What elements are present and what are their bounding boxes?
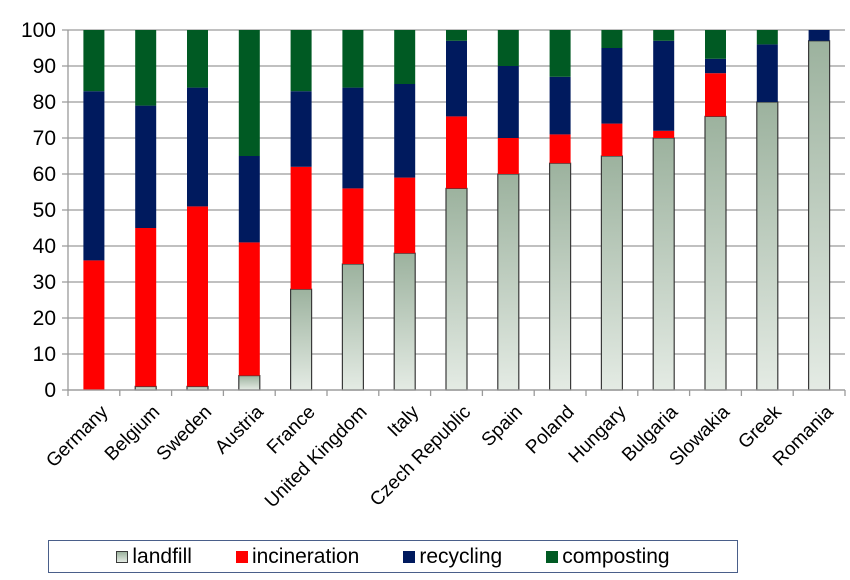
bar-segment-recycling: [83, 91, 105, 261]
bar-segment-composting: [653, 30, 675, 41]
x-category-label: Germany: [42, 401, 112, 471]
legend-swatch: [116, 550, 129, 563]
bar-segment-incineration: [394, 177, 416, 254]
bar-segment-recycling: [808, 30, 830, 41]
bar-segment-incineration: [187, 206, 208, 387]
bar-segment-landfill: [290, 288, 313, 391]
bar-segment-incineration: [238, 242, 260, 376]
bar-segment-landfill: [652, 137, 675, 391]
bar-segment-incineration: [549, 134, 571, 164]
bar-segment-landfill: [393, 252, 416, 391]
bar-segment-composting: [497, 30, 519, 66]
x-category-label: Italy: [384, 401, 424, 441]
legend-item-recycling: recycling: [403, 545, 502, 569]
bar-segment-recycling: [394, 84, 416, 178]
bar-segment-landfill: [704, 115, 727, 391]
bar-segment-composting: [705, 30, 726, 59]
bar-segment-composting: [187, 30, 208, 88]
bar-segment-incineration: [601, 123, 623, 156]
y-tick-label: 70: [33, 127, 56, 150]
bar-segment-recycling: [342, 87, 364, 189]
bar-segment-incineration: [446, 116, 467, 189]
legend: landfill incineration recycling composting: [48, 540, 738, 573]
x-category-label: Belgium: [101, 402, 164, 465]
bar-segment-recycling: [187, 87, 208, 207]
stacked-bar-chart: 0 10 20 30 40 50 60 70 80 90 100 GermanyBelgiumSwe…: [21, 19, 846, 512]
bar-segment-composting: [238, 30, 260, 156]
y-tick-label: 10: [33, 343, 56, 366]
legend-swatch: [546, 550, 559, 563]
x-category-label: Austria: [211, 401, 268, 458]
bar-segment-recycling: [135, 105, 157, 228]
x-category-label: Spain: [478, 402, 527, 451]
bar-segment-incineration: [497, 138, 519, 174]
bar-segment-landfill: [600, 155, 624, 391]
bar-segment-incineration: [83, 260, 105, 390]
y-tick-label: 50: [33, 199, 56, 222]
bar-segment-composting: [601, 30, 623, 48]
y-tick-label: 30: [33, 271, 56, 294]
bar-segment-incineration: [290, 166, 312, 290]
legend-item-incineration: incineration: [235, 544, 360, 569]
bar-segment-recycling: [290, 91, 312, 167]
bar-segment-landfill: [756, 101, 779, 391]
bar-segment-recycling: [653, 40, 675, 131]
bar-segment-landfill: [238, 375, 261, 391]
bar-segment-landfill: [807, 40, 831, 391]
bar-segment-recycling: [549, 76, 571, 135]
bar-segment-recycling: [756, 44, 778, 102]
bar-segment-recycling: [497, 66, 519, 138]
bar-segment-composting: [135, 30, 157, 106]
bar-segment-composting: [756, 30, 778, 45]
y-axis: 0 10 20 30 40 50 60 70 80 90 100: [21, 19, 69, 402]
y-tick-label: 80: [33, 91, 56, 114]
bar-segment-recycling: [238, 156, 260, 243]
y-tick-label: 0: [44, 379, 56, 402]
bar-segment-incineration: [705, 73, 726, 117]
bar-segment-recycling: [446, 40, 467, 117]
legend-label: incineration: [251, 544, 360, 568]
legend-item-composting: composting: [546, 544, 670, 569]
bar-segment-recycling: [705, 58, 726, 74]
bar-segment-recycling: [601, 48, 623, 124]
bars: [83, 30, 831, 391]
legend-swatch: [403, 550, 416, 563]
y-tick-label: 20: [33, 307, 56, 330]
bar-segment-composting: [83, 30, 105, 92]
y-tick-label: 100: [21, 19, 56, 42]
bar-segment-composting: [394, 30, 416, 84]
y-tick-label: 40: [33, 235, 56, 258]
bar-segment-composting: [446, 30, 467, 41]
x-category-label: Sweden: [153, 402, 216, 465]
bar-segment-landfill: [548, 162, 572, 391]
bar-segment-landfill: [497, 173, 520, 391]
legend-label: recycling: [419, 544, 503, 568]
bar-segment-composting: [290, 30, 312, 92]
bar-segment-composting: [549, 30, 571, 77]
bar-segment-incineration: [135, 228, 157, 387]
bar-segment-incineration: [653, 130, 675, 138]
legend-swatch: [235, 550, 248, 563]
legend-label: landfill: [132, 544, 192, 568]
x-axis: GermanyBelgiumSwedenAustriaFranceUnited …: [42, 389, 846, 512]
x-category-label: Hungary: [565, 401, 631, 467]
legend-label: composting: [562, 544, 670, 568]
legend-item-landfill: landfill: [116, 545, 192, 569]
bar-segment-incineration: [342, 188, 364, 264]
y-tick-label: 90: [33, 55, 56, 78]
bar-segment-landfill: [445, 187, 468, 391]
bar-segment-landfill: [341, 263, 364, 391]
bar-segment-composting: [342, 30, 364, 88]
y-tick-label: 60: [33, 163, 56, 186]
